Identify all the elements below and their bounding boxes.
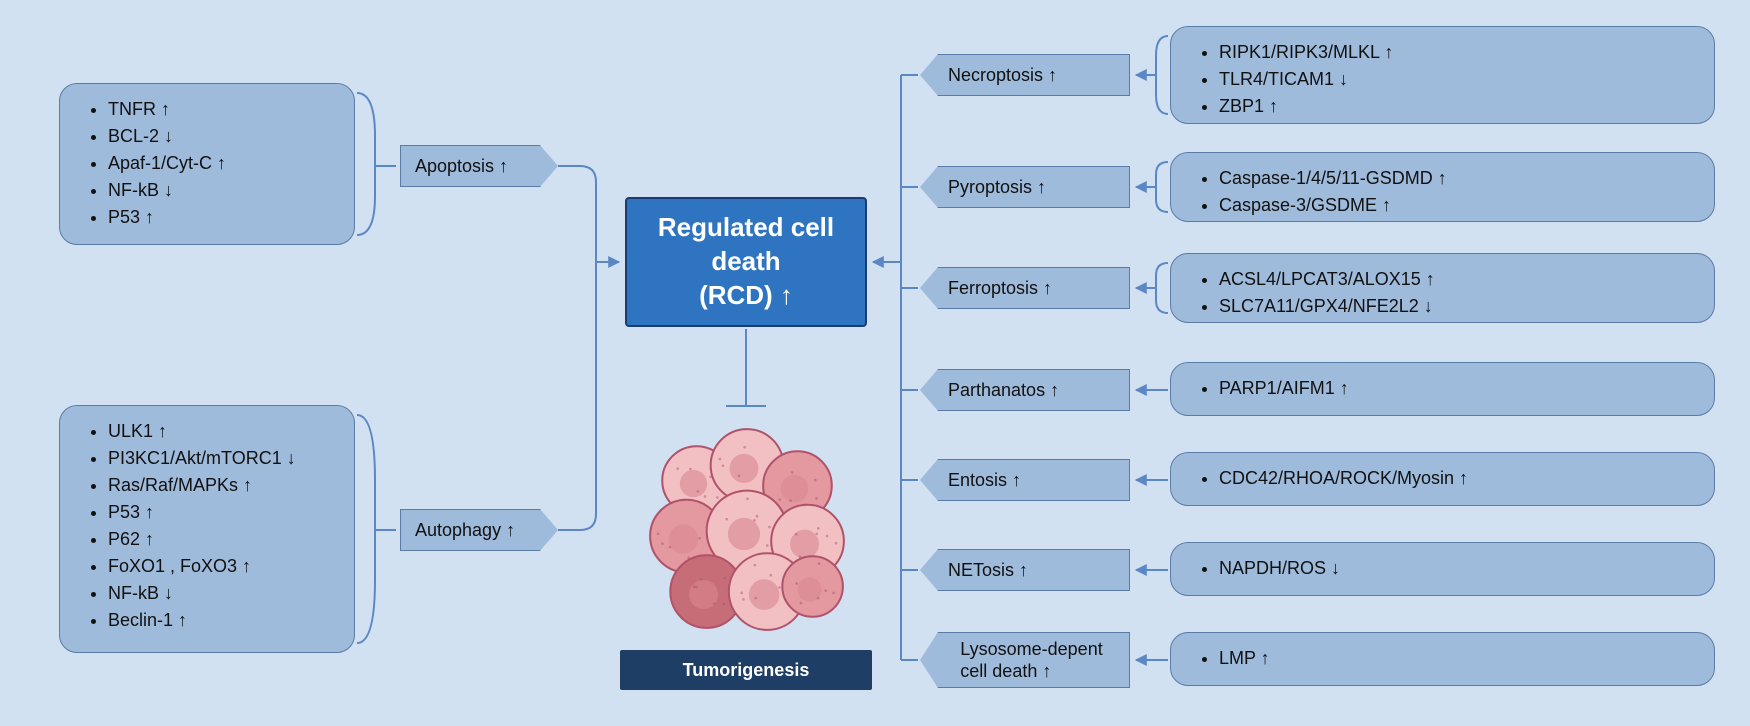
rcd-box: Regulated cell death (RCD) ↑ [625,197,867,327]
autophagy-factor: P53 ↑ [108,499,336,526]
rcd-factor: SLC7A11/GPX4/NFE2L2 ↓ [1219,293,1696,320]
rcd-type-tag: Entosis ↑ [920,459,1130,501]
tumorigenesis-label: Tumorigenesis [620,650,872,690]
rcd-type-tag: Parthanatos ↑ [920,369,1130,411]
rcd-factor: LMP ↑ [1219,645,1696,672]
rcd-type-factors-box: PARP1/AIFM1 ↑ [1170,362,1715,416]
rcd-type-factors-box: LMP ↑ [1170,632,1715,686]
rcd-type-factors-box: RIPK1/RIPK3/MLKL ↑TLR4/TICAM1 ↓ZBP1 ↑ [1170,26,1715,124]
rcd-factor: Caspase-1/4/5/11-GSDMD ↑ [1219,165,1696,192]
apoptosis-factor: NF-kB ↓ [108,177,336,204]
rcd-type-tag: Lysosome-depentcell death ↑ [920,632,1130,688]
apoptosis-tag: Apoptosis ↑ [400,145,558,187]
rcd-type-tag: Necroptosis ↑ [920,54,1130,96]
rcd-factor: PARP1/AIFM1 ↑ [1219,375,1696,402]
tumor-cell-illustration [636,420,858,642]
apoptosis-factor: TNFR ↑ [108,96,336,123]
rcd-factor: ZBP1 ↑ [1219,93,1696,120]
autophagy-factor: Ras/Raf/MAPKs ↑ [108,472,336,499]
apoptosis-label: Apoptosis ↑ [415,156,508,177]
apoptosis-factors-box: TNFR ↑BCL-2 ↓Apaf-1/Cyt-C ↑NF-kB ↓P53 ↑ [59,83,355,245]
rcd-factor: ACSL4/LPCAT3/ALOX15 ↑ [1219,266,1696,293]
autophagy-label: Autophagy ↑ [415,520,515,541]
rcd-type-factors-box: Caspase-1/4/5/11-GSDMD ↑Caspase-3/GSDME … [1170,152,1715,222]
rcd-type-factors-box: NAPDH/ROS ↓ [1170,542,1715,596]
rcd-type-tag: Pyroptosis ↑ [920,166,1130,208]
rcd-type-factors-box: CDC42/RHOA/ROCK/Myosin ↑ [1170,452,1715,506]
autophagy-factors-box: ULK1 ↑PI3KC1/Akt/mTORC1 ↓Ras/Raf/MAPKs ↑… [59,405,355,653]
rcd-line1: Regulated cell [658,211,834,245]
rcd-type-factors-box: ACSL4/LPCAT3/ALOX15 ↑SLC7A11/GPX4/NFE2L2… [1170,253,1715,323]
rcd-factor: TLR4/TICAM1 ↓ [1219,66,1696,93]
rcd-type-tag: NETosis ↑ [920,549,1130,591]
autophagy-factor: NF-kB ↓ [108,580,336,607]
rcd-line2: death [711,245,780,279]
rcd-factor: CDC42/RHOA/ROCK/Myosin ↑ [1219,465,1696,492]
autophagy-factor: Beclin-1 ↑ [108,607,336,634]
rcd-factor: NAPDH/ROS ↓ [1219,555,1696,582]
autophagy-factor: P62 ↑ [108,526,336,553]
autophagy-factor: ULK1 ↑ [108,418,336,445]
apoptosis-factor: P53 ↑ [108,204,336,231]
rcd-factor: RIPK1/RIPK3/MLKL ↑ [1219,39,1696,66]
rcd-type-tag: Ferroptosis ↑ [920,267,1130,309]
autophagy-tag: Autophagy ↑ [400,509,558,551]
apoptosis-factor: Apaf-1/Cyt-C ↑ [108,150,336,177]
apoptosis-factor: BCL-2 ↓ [108,123,336,150]
autophagy-factor: PI3KC1/Akt/mTORC1 ↓ [108,445,336,472]
autophagy-factor: FoXO1 , FoXO3 ↑ [108,553,336,580]
rcd-factor: Caspase-3/GSDME ↑ [1219,192,1696,219]
rcd-line3: (RCD) ↑ [699,279,793,313]
